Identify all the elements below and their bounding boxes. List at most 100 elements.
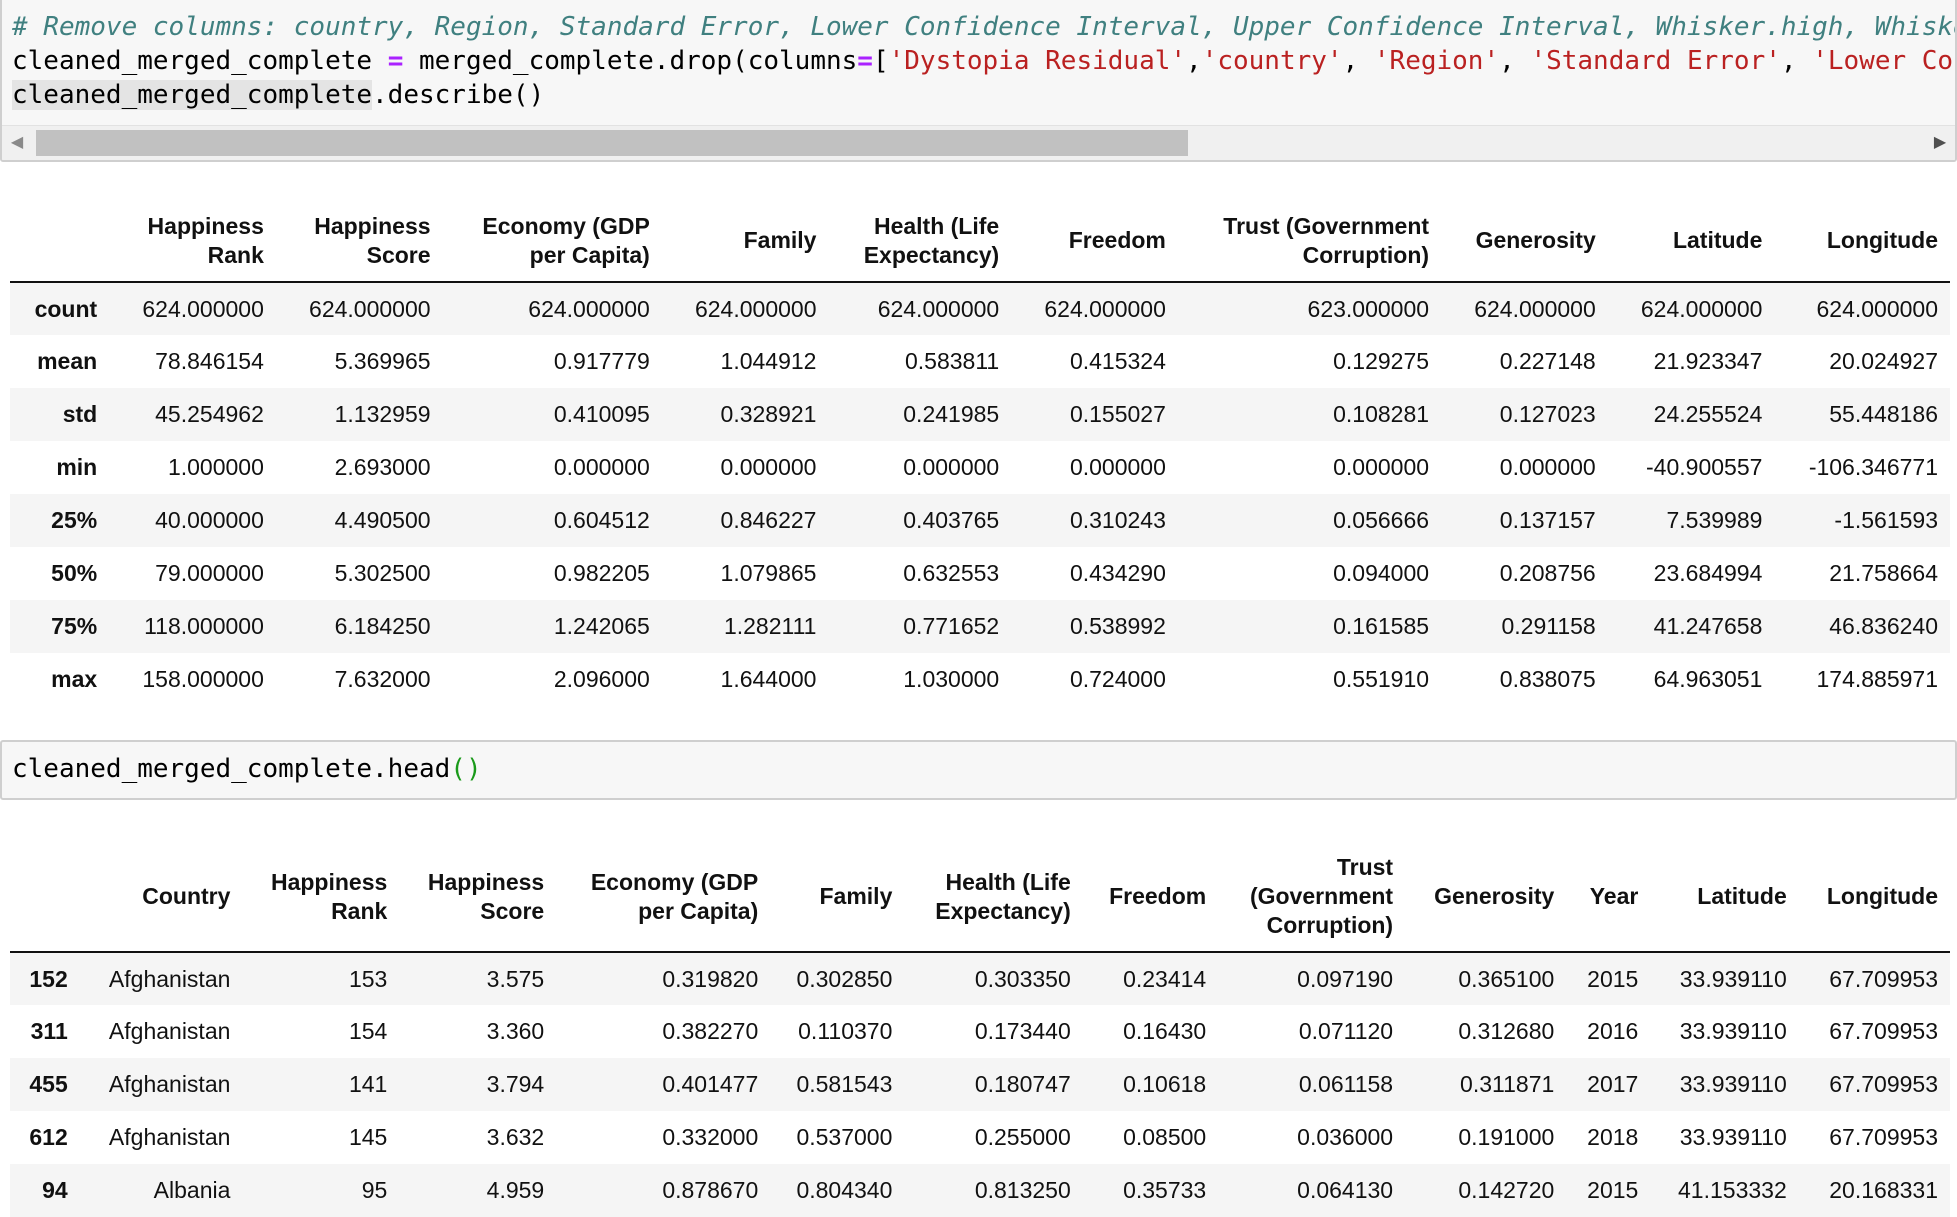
table-cell: 0.173440 — [974, 1018, 1071, 1044]
table-cell: 0.23414 — [1123, 965, 1207, 992]
table-cell: 158.000000 — [142, 666, 264, 692]
code-token: # Remove columns: country, Region, Stand… — [12, 12, 1957, 42]
code-token: cleaned_merged_complete — [12, 80, 373, 110]
table-cell: -1.561593 — [1834, 507, 1938, 533]
table-cell: 6.184250 — [334, 613, 431, 639]
table-cell: 24.255524 — [1653, 401, 1763, 427]
row-index: 75% — [51, 613, 98, 639]
code-token: 'Standard Error' — [1530, 46, 1781, 76]
code-token: , — [1780, 46, 1813, 76]
table-cell: 624.000000 — [1816, 295, 1938, 322]
column-header: Generosity — [1405, 842, 1567, 953]
table-cell: 0.056666 — [1333, 507, 1430, 533]
code-token: = — [387, 46, 404, 76]
column-header-text: Rank — [207, 241, 264, 268]
table-cell: 153 — [348, 965, 388, 992]
code-token: 'Lower Con — [1812, 46, 1957, 76]
column-header: Trust (Government Corruption) — [1218, 842, 1406, 953]
column-header: Economy (GDP per Capita) — [442, 200, 662, 283]
table-cell: 624.000000 — [309, 295, 431, 322]
table-cell: 0.064130 — [1297, 1177, 1394, 1203]
table-cell: 0.724000 — [1069, 666, 1166, 692]
code-token: = — [857, 46, 873, 76]
table-cell: 0.771652 — [903, 613, 1000, 639]
scroll-right-icon[interactable]: ▶ — [1933, 134, 1947, 151]
table-cell: 21.758664 — [1829, 560, 1938, 586]
index-header — [10, 200, 110, 283]
column-header-text: per Capita) — [638, 897, 759, 924]
table-cell: 0.583811 — [904, 348, 1000, 374]
table-cell: 0.410095 — [553, 401, 650, 427]
code-editor[interactable]: # Remove columns: country, Region, Stand… — [12, 10, 1957, 112]
table-cell: 0.434290 — [1069, 560, 1166, 586]
table-cell: 0.982205 — [553, 560, 650, 586]
table-cell: 0.319820 — [662, 965, 759, 992]
table-cell: Albania — [153, 1177, 231, 1203]
column-header-text: Expectancy) — [935, 897, 1071, 924]
code-line[interactable]: cleaned_merged_complete.describe() — [12, 78, 1955, 112]
horizontal-scrollbar[interactable]: ◀ ▶ — [2, 125, 1955, 160]
table-cell: 0.255000 — [974, 1124, 1071, 1150]
code-cell-head[interactable]: cleaned_merged_complete.head() — [0, 740, 1957, 800]
table-cell: 4.490500 — [334, 507, 431, 533]
table-cell: 40.000000 — [155, 507, 264, 533]
row-index: 94 — [42, 1177, 68, 1203]
column-header-text: Longitude — [1826, 883, 1938, 909]
column-header: Longitude — [1774, 200, 1950, 283]
table-cell: 1.282111 — [723, 613, 817, 639]
table-cell: 55.448186 — [1829, 401, 1938, 427]
table-row: std 45.254962 1.132959 0.410095 0.328921 0.24… — [10, 388, 1950, 441]
table-cell: 0.551910 — [1333, 666, 1430, 692]
row-index: 455 — [29, 1071, 68, 1097]
table-cell: 0.838075 — [1499, 666, 1596, 692]
table-cell: 0.142720 — [1458, 1177, 1555, 1203]
column-header-text: Freedom — [1068, 227, 1166, 253]
table-row: max 158.000000 7.632000 2.096000 1.644000 1.0… — [10, 653, 1950, 706]
table-cell: 2015 — [1587, 965, 1639, 992]
column-header-text: Happiness — [314, 212, 431, 239]
index-header — [10, 842, 80, 953]
column-header: Country — [79, 842, 243, 953]
table-row: 50% 79.000000 5.302500 0.982205 1.079865 0.63… — [10, 547, 1950, 600]
scrollbar-thumb[interactable] — [36, 130, 1188, 156]
table-cell: 67.709953 — [1829, 1071, 1938, 1097]
code-line[interactable]: cleaned_merged_complete.head() — [12, 752, 482, 786]
table-cell: 0.208756 — [1499, 560, 1596, 586]
table-cell: 0.302850 — [796, 965, 893, 992]
table-cell: 0.155027 — [1069, 401, 1166, 427]
column-header-text: Generosity — [1475, 227, 1596, 253]
table-cell: 2017 — [1587, 1071, 1639, 1097]
table-cell: Afghanistan — [108, 1124, 231, 1150]
table-cell: 0.401477 — [662, 1071, 759, 1097]
row-index: mean — [37, 348, 98, 374]
column-header: Economy (GDP per Capita) — [556, 842, 771, 953]
code-token: , — [1342, 46, 1374, 76]
table-cell: 0.382270 — [662, 1018, 759, 1044]
table-cell: 624.000000 — [1640, 295, 1763, 322]
table-cell: 0.161585 — [1333, 613, 1430, 639]
column-header-text: Country — [142, 883, 231, 909]
column-header: Family — [770, 842, 905, 953]
table-cell: 2.693000 — [334, 454, 431, 480]
column-header-text: Score — [480, 897, 545, 924]
code-token: [ — [872, 46, 889, 76]
code-line[interactable]: cleaned_merged_complete = merged_complet… — [12, 44, 1957, 78]
code-cell-describe[interactable]: # Remove columns: country, Region, Stand… — [0, 0, 1957, 162]
table-cell: 46.836240 — [1829, 613, 1938, 639]
code-token: merged_complete.drop(columns — [403, 46, 858, 76]
table-cell: 141 — [348, 1071, 388, 1097]
row-index: 152 — [29, 965, 68, 992]
code-editor[interactable]: cleaned_merged_complete.head() — [12, 752, 482, 786]
column-header: Freedom — [1011, 200, 1178, 283]
code-token: .describe() — [372, 80, 545, 110]
code-line[interactable]: # Remove columns: country, Region, Stand… — [12, 10, 1957, 44]
table-cell: 0.000000 — [1333, 454, 1430, 480]
column-header-text: (Government — [1249, 883, 1394, 909]
column-header: Latitude — [1607, 200, 1775, 283]
describe-output-table: Happiness Rank Happiness Score Economy (GDP p… — [10, 200, 1950, 706]
table-cell: 0.110370 — [798, 1018, 893, 1044]
table-cell: 0.108281 — [1333, 401, 1430, 427]
scroll-left-icon[interactable]: ◀ — [10, 134, 24, 151]
column-header-text: Latitude — [1672, 227, 1763, 253]
table-cell: 0.846227 — [720, 507, 817, 533]
